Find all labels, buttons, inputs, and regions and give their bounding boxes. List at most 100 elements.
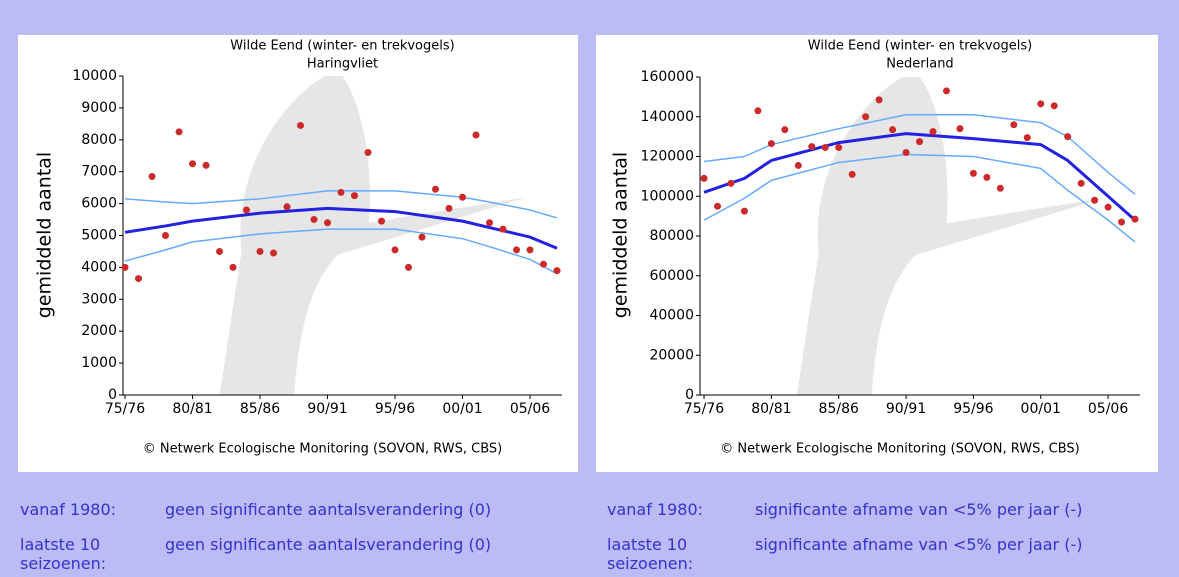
data-point	[1104, 203, 1112, 211]
data-point	[405, 263, 413, 271]
data-point	[378, 217, 386, 225]
chart-subtitle: Haringvliet	[307, 57, 378, 72]
data-point	[189, 160, 197, 168]
x-tick-label: 00/01	[1021, 401, 1061, 417]
summary-label: vanaf 1980:	[20, 500, 117, 519]
summary-label: laatste 10 seizoenen:	[607, 535, 694, 573]
y-tick-label: 20000	[649, 347, 694, 363]
x-tick-label: 75/76	[105, 401, 145, 417]
y-axis-label: gemiddeld aantal	[610, 152, 632, 318]
y-tick-label: 4000	[81, 259, 117, 275]
data-point	[283, 203, 291, 211]
x-tick-label: 75/76	[684, 401, 724, 417]
data-point	[432, 185, 440, 193]
credit: © Netwerk Ecologische Monitoring (SOVON,…	[143, 442, 502, 457]
charts: Wilde Eend (winter- en trekvogels) Haring…	[18, 35, 1158, 472]
data-point	[754, 107, 762, 115]
data-point	[121, 263, 129, 271]
y-tick-label: 0	[685, 387, 694, 403]
data-point	[1037, 100, 1045, 108]
y-tick-label: 3000	[81, 291, 117, 307]
data-point	[767, 140, 775, 148]
data-point	[364, 149, 372, 157]
x-tick-label: 85/86	[240, 401, 280, 417]
x-tick-label: 85/86	[819, 401, 859, 417]
data-point	[324, 219, 332, 227]
data-point	[740, 207, 748, 215]
y-tick-label: 80000	[649, 228, 694, 244]
data-point	[902, 149, 910, 157]
data-point	[1010, 121, 1018, 129]
data-point	[202, 161, 210, 169]
confidence-line	[703, 153, 1136, 243]
y-tick-label: 120000	[641, 149, 694, 165]
data-point	[216, 247, 224, 255]
data-point	[526, 246, 534, 254]
summary-label: laatste 10 seizoenen:	[20, 535, 107, 573]
trend-line	[703, 132, 1137, 222]
y-tick-label: 60000	[649, 268, 694, 284]
summary-label: vanaf 1980:	[607, 500, 704, 519]
confidence-line	[703, 114, 1136, 195]
data-point	[540, 260, 548, 268]
data-point	[297, 121, 305, 129]
y-tick-label: 40000	[649, 308, 694, 324]
data-point	[848, 170, 856, 178]
data-point	[1023, 134, 1031, 142]
data-point	[1077, 179, 1085, 187]
x-tick-label: 80/81	[751, 401, 791, 417]
y-tick-label: 6000	[81, 196, 117, 212]
y-tick-label: 140000	[641, 109, 694, 125]
data-point	[486, 219, 494, 227]
data-point	[983, 173, 991, 181]
x-tick-label: 00/01	[442, 401, 482, 417]
data-point	[1131, 215, 1139, 223]
x-tick-label: 05/06	[510, 401, 550, 417]
bird-shape	[219, 76, 527, 395]
x-tick-label: 05/06	[1088, 401, 1128, 417]
data-point	[956, 125, 964, 133]
data-point	[162, 232, 170, 239]
data-point	[727, 179, 735, 187]
data-point	[445, 204, 453, 212]
data-point	[391, 246, 399, 254]
y-tick-label: 1000	[81, 355, 117, 371]
data-point	[714, 202, 722, 210]
y-tick-label: 7000	[81, 164, 117, 180]
data-point	[781, 126, 789, 134]
chart-title: Wilde Eend (winter- en trekvogels)	[808, 39, 1032, 54]
y-tick-label: 0	[108, 387, 117, 403]
data-point	[499, 225, 507, 233]
data-point	[175, 128, 183, 136]
data-point	[1050, 102, 1058, 110]
data-point	[821, 144, 829, 152]
data-point	[256, 247, 264, 255]
data-point	[310, 216, 318, 224]
data-point	[794, 161, 802, 169]
confidence-line	[124, 228, 558, 275]
data-point	[969, 169, 977, 177]
chart-title: Wilde Eend (winter- en trekvogels)	[230, 39, 454, 54]
data-point	[553, 267, 561, 275]
x-tick-label: 80/81	[172, 401, 212, 417]
y-tick-label: 160000	[641, 69, 694, 85]
data-point	[996, 184, 1004, 192]
data-point	[808, 143, 816, 151]
bird-silhouette	[219, 76, 527, 395]
x-tick-label: 95/96	[375, 401, 415, 417]
data-point	[929, 128, 937, 136]
data-point	[916, 138, 924, 146]
data-point	[472, 131, 480, 139]
data-point	[875, 96, 883, 104]
y-tick-label: 2000	[81, 323, 117, 339]
data-point	[148, 172, 156, 180]
trend-line	[124, 206, 558, 250]
credit: © Netwerk Ecologische Monitoring (SOVON,…	[720, 442, 1079, 457]
data-point	[351, 192, 359, 200]
data-point	[243, 206, 251, 214]
y-tick-label: 10000	[72, 68, 117, 84]
data-point	[862, 113, 870, 121]
data-point	[337, 188, 345, 196]
x-tick-label: 90/91	[307, 401, 347, 417]
summary-text: significante afname van <5% per jaar (-)	[755, 500, 1083, 519]
